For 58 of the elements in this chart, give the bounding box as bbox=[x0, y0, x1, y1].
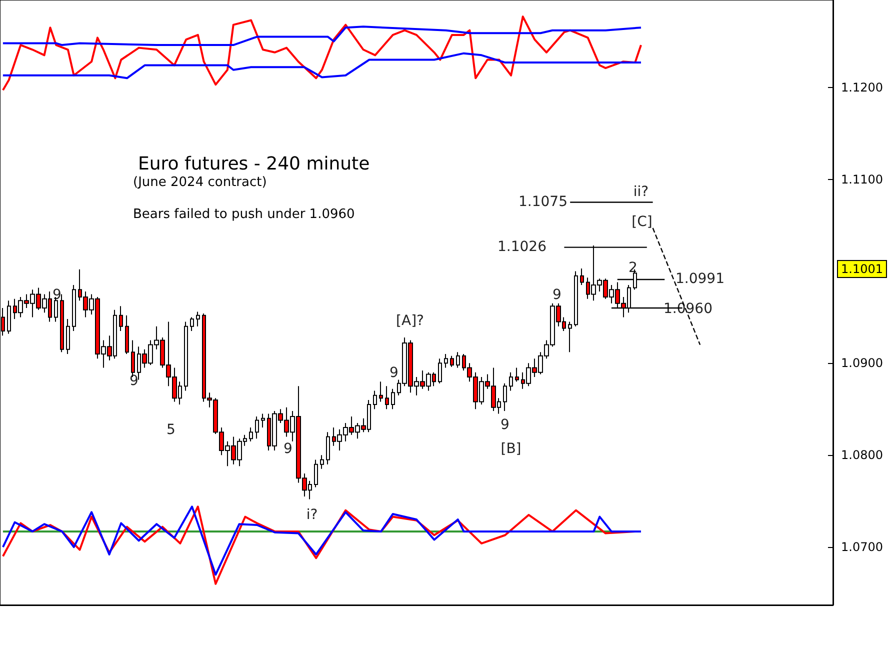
text: 1.1001 bbox=[841, 262, 883, 276]
candlestick bbox=[320, 454, 324, 470]
annotation: [A]? bbox=[396, 313, 424, 329]
candlestick bbox=[7, 300, 11, 334]
line-series bbox=[2, 16, 642, 92]
candlestick bbox=[456, 352, 460, 368]
text: (June 2024 contract) bbox=[133, 175, 267, 190]
candlestick bbox=[261, 413, 265, 428]
candlestick bbox=[568, 321, 572, 353]
annotation: 5 bbox=[166, 422, 176, 438]
annotation: i? bbox=[306, 507, 318, 523]
candlestick bbox=[509, 372, 513, 392]
candlestick bbox=[314, 459, 318, 488]
annotation: 1.0960 bbox=[664, 301, 712, 317]
candlestick bbox=[184, 321, 188, 392]
candlestick bbox=[326, 432, 330, 465]
candlestick bbox=[580, 268, 584, 286]
candlestick bbox=[60, 294, 64, 353]
candlestick bbox=[119, 306, 123, 332]
annotation: 9 bbox=[130, 373, 138, 389]
text: Euro futures - 240 minute bbox=[138, 154, 370, 174]
y-tick-label: 1.0800 bbox=[841, 448, 883, 462]
candlestick bbox=[249, 427, 253, 442]
annotation: 9 bbox=[284, 441, 292, 457]
y-tick-label: 1.0700 bbox=[841, 540, 883, 554]
candlestick bbox=[196, 311, 200, 327]
annotation: 9 bbox=[52, 287, 62, 303]
candlestick bbox=[385, 386, 389, 410]
candlestick bbox=[450, 355, 454, 368]
candlestick bbox=[503, 382, 507, 412]
candlestick bbox=[438, 358, 442, 384]
y-tick-label: 1.0900 bbox=[841, 356, 883, 370]
candlestick bbox=[444, 353, 448, 368]
line-series bbox=[2, 26, 642, 46]
annotation: [C] bbox=[632, 214, 652, 230]
annotation: Bears failed to push under 1.0960 bbox=[133, 207, 355, 222]
line-series bbox=[2, 52, 642, 80]
candlestick bbox=[125, 314, 129, 354]
annotation: 9 bbox=[552, 287, 562, 303]
candlestick bbox=[190, 316, 194, 332]
annotation: 1.1026 bbox=[498, 239, 547, 255]
candlestick bbox=[391, 388, 395, 410]
annotation: [B] bbox=[500, 441, 522, 457]
y-tick-label: 1.1100 bbox=[841, 172, 883, 186]
annotation: 1.1075 bbox=[518, 194, 568, 210]
annotation: ii? bbox=[633, 184, 649, 200]
candlestick bbox=[515, 367, 519, 382]
candlestick bbox=[255, 416, 259, 440]
candlestick bbox=[72, 284, 76, 332]
annotation: 9 bbox=[390, 365, 398, 381]
candlestick bbox=[373, 390, 377, 410]
annotation: 1.0991 bbox=[676, 271, 724, 287]
annotation: 2 bbox=[628, 260, 638, 276]
candlestick bbox=[574, 270, 578, 327]
candlestick bbox=[379, 381, 383, 402]
y-tick-label: 1.1200 bbox=[841, 80, 883, 94]
annotation: 9 bbox=[500, 417, 510, 433]
candlestick bbox=[66, 318, 70, 354]
